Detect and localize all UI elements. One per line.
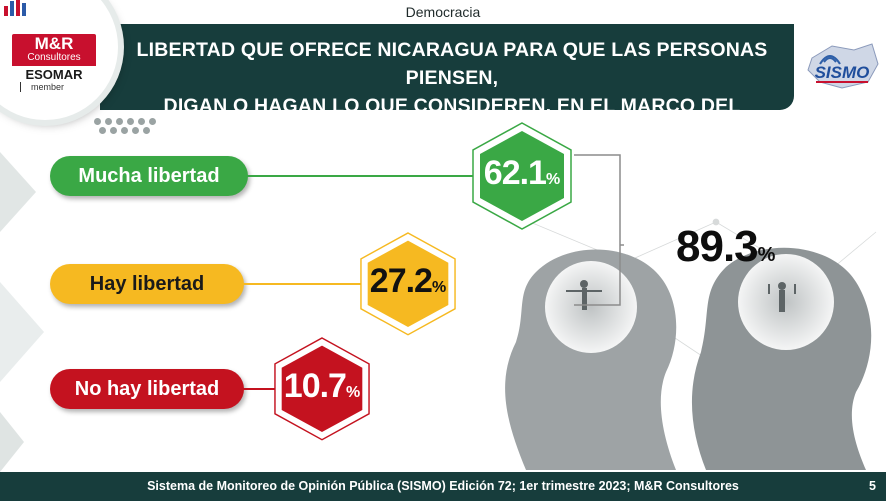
total-bracket: [574, 154, 624, 306]
total-number: 89.3: [676, 222, 759, 271]
page-number: 5: [869, 479, 876, 493]
value-hexagon-mucha-libertad: 62.1%: [472, 122, 572, 230]
footer-bar: Sistema de Monitoreo de Opinión Pública …: [0, 472, 886, 501]
connector-line-no-hay-libertad: [240, 388, 280, 390]
logo-esomar: ESOMAR: [25, 67, 83, 82]
logo-sub: Consultores: [12, 52, 96, 66]
value-number: 27.2: [369, 261, 433, 300]
title-banner: LIBERTAD QUE OFRECE NICARAGUA PARA QUE L…: [100, 24, 794, 145]
left-decorative-shapes: [0, 152, 44, 472]
value-hexagon-no-hay-libertad: 10.7%: [274, 337, 370, 441]
sismo-logo-text: SISMO: [815, 63, 870, 82]
value-label-no-hay-libertad: 10.7%: [274, 367, 370, 406]
logo-brand: M&R: [12, 34, 96, 52]
value-hexagon-hay-libertad: 27.2%: [360, 232, 456, 336]
total-unit: %: [757, 244, 776, 266]
category-label-hay-libertad: Hay libertad: [50, 264, 244, 304]
section-label: Democracia: [405, 4, 481, 20]
connector-line-mucha-libertad: [244, 175, 478, 177]
title-line-1: LIBERTAD QUE OFRECE NICARAGUA PARA QUE L…: [136, 39, 768, 89]
value-label-hay-libertad: 27.2%: [360, 262, 456, 301]
category-label-no-hay-libertad: No hay libertad: [50, 369, 244, 409]
bar-chart-logo-icon: [4, 0, 26, 16]
logo-member: member: [20, 82, 96, 92]
combined-total-value: 89.3%: [676, 222, 775, 272]
sismo-logo: SISMO: [807, 43, 879, 89]
value-number: 10.7: [283, 366, 347, 405]
value-unit: %: [545, 171, 561, 188]
connector-line-hay-libertad: [240, 283, 366, 285]
value-number: 62.1: [483, 154, 547, 192]
value-unit: %: [345, 383, 361, 401]
page-title: LIBERTAD QUE OFRECE NICARAGUA PARA QUE L…: [132, 36, 772, 148]
title-line-2: DIGAN O HAGAN LO QUE CONSIDEREN, EN EL M…: [163, 95, 741, 145]
footer-source: Sistema de Monitoreo de Opinión Pública …: [147, 479, 739, 493]
background-silhouettes-illustration: [505, 211, 877, 470]
value-unit: %: [431, 278, 447, 296]
value-label-mucha-libertad: 62.1%: [472, 154, 572, 193]
category-label-mucha-libertad: Mucha libertad: [50, 156, 248, 196]
